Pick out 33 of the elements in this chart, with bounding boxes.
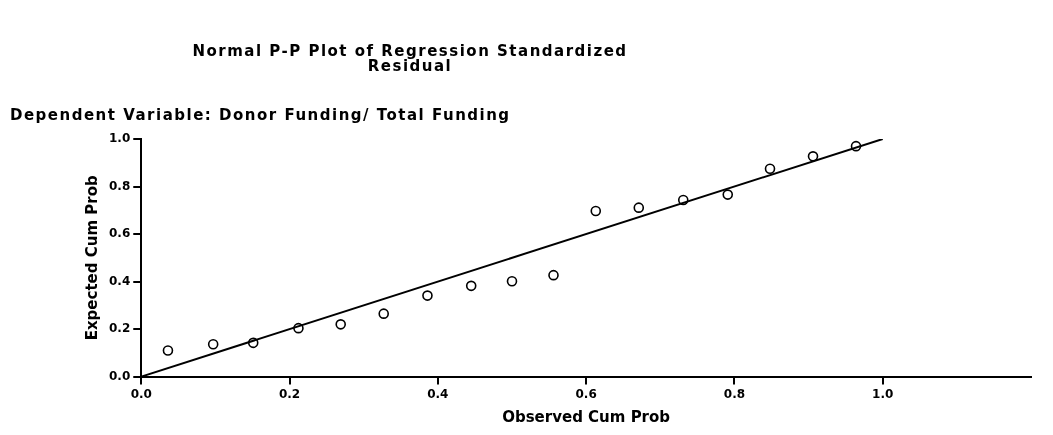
- y-tick-label: 0.2: [108, 321, 131, 336]
- y-tick-label: 1.0: [108, 131, 131, 146]
- y-tick-label: 0.4: [108, 273, 131, 288]
- y-axis-title: Expected Cum Prob: [82, 175, 101, 341]
- point: [162, 345, 174, 356]
- point: [590, 205, 602, 217]
- y-tick-label: 0.0: [108, 368, 131, 383]
- point: [677, 194, 689, 206]
- point: [506, 276, 518, 287]
- point: [247, 337, 259, 349]
- point: [633, 202, 645, 213]
- x-tick-label: 0.8: [723, 386, 746, 401]
- point: [378, 308, 390, 319]
- point: [850, 140, 862, 152]
- x-tick-label: 1.0: [872, 386, 894, 401]
- point: [422, 290, 433, 301]
- x-tick-label: 0.0: [130, 386, 152, 401]
- point: [207, 338, 219, 350]
- chart-title: Normal P-P Plot of Regression Standardized Residual: [191, 42, 629, 75]
- point: [465, 280, 477, 292]
- x-tick-label: 0.2: [278, 386, 301, 401]
- point: [335, 319, 347, 330]
- x-tick-label: 0.4: [427, 386, 449, 401]
- point: [722, 189, 734, 200]
- point: [293, 322, 304, 334]
- x-axis-title: Observed Cum Prob: [502, 407, 671, 426]
- chart-subtitle: Dependent Variable: Donor Funding/ Total Funding: [9, 106, 512, 124]
- y-tick-label: 0.6: [108, 226, 131, 241]
- y-tick-label: 0.8: [108, 178, 131, 193]
- point: [807, 151, 819, 162]
- point: [764, 163, 776, 174]
- point: [548, 269, 559, 281]
- x-tick-label: 0.6: [575, 386, 597, 401]
